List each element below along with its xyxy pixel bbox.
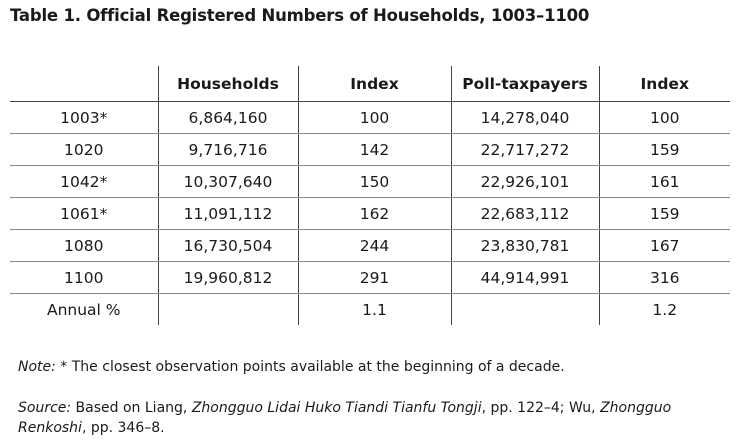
table-row-annual-percent: Annual % 1.1 1.2 [10,293,730,325]
cell-households-index: 100 [297,101,451,134]
column-header-year [10,66,158,102]
cell-households: 16,730,504 [157,229,298,262]
cell-poll-taxpayers-index: 1.2 [598,293,730,325]
cell-households-index: 150 [297,165,451,198]
note-label: Note: [18,359,56,375]
cell-households: 11,091,112 [157,197,298,230]
source-title-2: Zhongguo Renkoshi [18,400,672,436]
cell-poll-taxpayers: 22,683,112 [450,197,599,230]
cell-poll-taxpayers: 22,717,272 [450,133,599,166]
source-text-1: Based on Liang, [71,400,192,416]
cell-poll-taxpayers-index: 167 [598,229,730,262]
cell-poll-taxpayers-index: 159 [598,197,730,230]
column-header-poll-taxpayers-index: Index [598,66,730,102]
cell-year: Annual % [46,300,121,319]
cell-poll-taxpayers: 23,830,781 [450,229,599,262]
cell-households: 19,960,812 [157,261,298,294]
cell-poll-taxpayers-index: 159 [598,133,730,166]
table-row: 1042* 10,307,640 150 22,926,101 161 [10,165,730,198]
cell-households: 10,307,640 [157,165,298,198]
cell-poll-taxpayers: 14,278,040 [450,101,599,134]
cell-poll-taxpayers: 22,926,101 [450,165,599,198]
cell-households: 9,716,716 [157,133,298,166]
table-header-row: Households Index Poll-taxpayers Index [10,66,730,102]
cell-households: 6,864,160 [157,101,298,134]
cell-households-index: 1.1 [297,293,451,325]
table-row: 1100 19,960,812 291 44,914,991 316 [10,261,730,294]
cell-poll-taxpayers-index: 161 [598,165,730,198]
table-row: 1080 16,730,504 244 23,830,781 167 [10,229,730,262]
table-row: 1020 9,716,716 142 22,717,272 159 [10,133,730,166]
cell-year: 1100 [10,261,158,294]
table-title: Table 1. Official Registered Numbers of … [10,6,590,25]
table-row: 1003* 6,864,160 100 14,278,040 100 [10,101,730,134]
table-note: Note: * The closest observation points a… [18,359,565,375]
cell-households-index: 291 [297,261,451,294]
source-text-3: , pp. 346–8. [81,420,165,436]
cell-year: 1003* [10,101,158,134]
table-row: 1061* 11,091,112 162 22,683,112 159 [10,197,730,230]
source-label: Source: [18,400,72,416]
cell-year: 1061* [10,197,158,230]
source-text-2: , pp. 122–4; Wu, [481,400,601,416]
households-table: Households Index Poll-taxpayers Index 10… [10,66,730,325]
cell-households-index: 162 [297,197,451,230]
cell-households-index: 244 [297,229,451,262]
cell-poll-taxpayers [450,293,599,325]
cell-poll-taxpayers-index: 100 [598,101,730,134]
note-text: * The closest observation points availab… [55,359,565,375]
cell-poll-taxpayers-index: 316 [598,261,730,294]
table-source: Source: Based on Liang, Zhongguo Lidai H… [18,398,733,438]
cell-year: 1080 [10,229,158,262]
cell-households [157,293,298,325]
column-header-poll-taxpayers: Poll-taxpayers [450,66,599,102]
cell-year: 1020 [10,133,158,166]
source-title-1: Zhongguo Lidai Huko Tiandi Tianfu Tongji [191,400,482,416]
cell-poll-taxpayers: 44,914,991 [450,261,599,294]
cell-year: 1042* [10,165,158,198]
column-header-households: Households [157,66,298,102]
column-header-households-index: Index [297,66,451,102]
cell-households-index: 142 [297,133,451,166]
